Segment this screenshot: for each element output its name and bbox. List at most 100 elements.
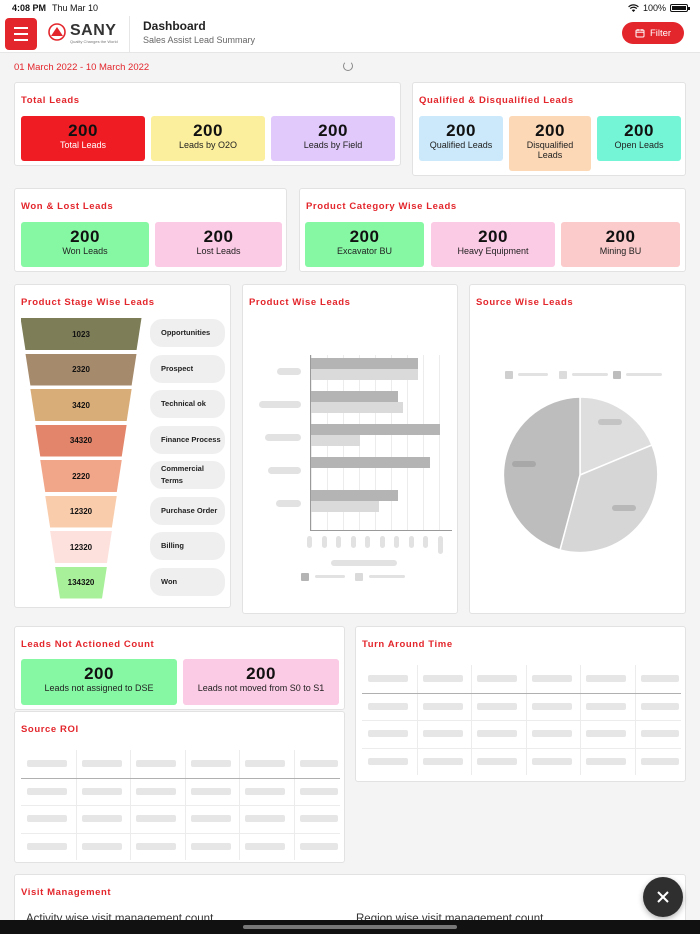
excavator-bu-tile[interactable]: 200 Excavator BU (305, 222, 424, 267)
table-cell-placeholder (299, 842, 338, 850)
source-roi-card: Source ROI (14, 711, 345, 863)
legend-placeholder (315, 575, 345, 578)
logo-tagline: Quality Changes the World (70, 39, 118, 44)
table-cell-placeholder (190, 842, 231, 850)
legend-swatch (355, 573, 363, 581)
axis-label-placeholder (277, 368, 301, 375)
tile-value: 200 (624, 121, 654, 140)
total-leads-card: Total Leads 200 Total Leads 200 Leads by… (14, 82, 401, 166)
funnel-layer[interactable]: 1023 (20, 318, 142, 350)
open-leads-tile[interactable]: 200 Open Leads (597, 116, 681, 161)
table-cell-placeholder (81, 787, 122, 795)
table-header-placeholder (245, 760, 285, 767)
tile-label: Mining BU (599, 246, 642, 256)
card-title: Product Stage Wise Leads (21, 297, 155, 308)
won-leads-tile[interactable]: 200 Won Leads (21, 222, 149, 267)
not-moved-s0-s1-tile[interactable]: 200 Leads not moved from S0 to S1 (183, 659, 339, 705)
card-title: Product Wise Leads (249, 297, 351, 308)
leads-by-field-tile[interactable]: 200 Leads by Field (271, 116, 395, 161)
legend-swatch (301, 573, 309, 581)
grid-line (407, 355, 408, 530)
loading-spinner-icon (343, 61, 353, 71)
pie-label-placeholder (598, 419, 622, 425)
axis-label-placeholder (268, 467, 301, 474)
source-pie-placeholder (502, 396, 659, 554)
filter-button[interactable]: Filter (622, 22, 684, 44)
funnel-layer[interactable]: 2320 (25, 353, 137, 386)
menu-line-icon (14, 33, 28, 35)
table-header-placeholder (299, 760, 338, 767)
total-leads-tile[interactable]: 200 Total Leads (21, 116, 145, 161)
table-cell-placeholder (245, 815, 285, 822)
table-header-placeholder (477, 675, 517, 682)
legend-swatch (559, 371, 567, 379)
close-fab-button[interactable] (643, 877, 683, 917)
tile-label: Heavy Equipment (457, 246, 529, 256)
funnel-layer[interactable]: 12320 (50, 531, 112, 563)
bar-placeholder (311, 457, 430, 468)
date-range[interactable]: 01 March 2022 - 10 March 2022 (14, 62, 150, 73)
bar-placeholder (311, 435, 360, 446)
tile-label: Leads by O2O (178, 140, 238, 150)
tile-value: 200 (605, 227, 636, 246)
sany-logo: SANY Quality Changes the World (48, 20, 122, 50)
table-header-placeholder (586, 675, 626, 682)
table-cell-placeholder (27, 815, 67, 822)
grid-line (423, 355, 424, 530)
axis-line (310, 355, 311, 530)
product-wise-card: Product Wise Leads (242, 284, 458, 614)
source-wise-card: Source Wise Leads (469, 284, 686, 614)
tile-value: 200 (246, 664, 276, 683)
status-date: Thu Mar 10 (52, 3, 99, 13)
tile-value: 200 (84, 664, 114, 683)
tile-label: Open Leads (614, 140, 664, 150)
qualified-leads-tile[interactable]: 200 Qualified Leads (419, 116, 503, 161)
legend-placeholder (626, 373, 662, 376)
mining-bu-tile[interactable]: 200 Mining BU (561, 222, 680, 267)
table-cell-placeholder (368, 757, 408, 765)
funnel-layer[interactable]: 134320 (55, 566, 107, 599)
axis-label-placeholder (259, 401, 301, 408)
funnel-layer[interactable]: 2220 (40, 460, 122, 492)
table-cell-placeholder (477, 757, 517, 765)
bar-placeholder (311, 369, 418, 380)
card-title: Won & Lost Leads (21, 201, 114, 212)
heavy-equipment-tile[interactable]: 200 Heavy Equipment (431, 222, 555, 267)
home-indicator[interactable] (243, 925, 457, 929)
funnel-layer[interactable]: 3420 (30, 389, 132, 421)
funnel-layer[interactable]: 12320 (45, 495, 117, 528)
bar-placeholder (311, 490, 398, 501)
table-cell-placeholder (27, 787, 67, 795)
table-header-placeholder (422, 675, 463, 682)
table-cell-placeholder (422, 702, 463, 710)
tile-value: 200 (203, 227, 234, 246)
tick-placeholder (408, 536, 414, 548)
tile-label: Excavator BU (336, 246, 393, 256)
table-header-divider (362, 692, 681, 694)
table-cell-placeholder (586, 757, 626, 765)
table-header-placeholder (368, 675, 408, 682)
pie-slice (559, 444, 659, 554)
table-cell-placeholder (586, 702, 626, 710)
table-header-placeholder (640, 675, 679, 682)
funnel-layer[interactable]: 34320 (35, 424, 127, 457)
lost-leads-tile[interactable]: 200 Lost Leads (155, 222, 282, 267)
disqualified-leads-tile[interactable]: 200 Disqualified Leads (509, 116, 591, 171)
stage-label: Purchase Order (150, 496, 225, 525)
table-cell-placeholder (81, 815, 122, 822)
bar-placeholder (311, 391, 398, 402)
sany-logo-icon (48, 23, 66, 41)
leads-by-o2o-tile[interactable]: 200 Leads by O2O (151, 116, 265, 161)
stage-label: Finance Process (150, 425, 225, 454)
table-cell-placeholder (136, 842, 176, 850)
not-assigned-dse-tile[interactable]: 200 Leads not assigned to DSE (21, 659, 177, 705)
table-cell-placeholder (299, 787, 338, 795)
stage-label: Technical ok (150, 390, 225, 418)
tile-value: 200 (70, 227, 100, 246)
card-title: Leads Not Actioned Count (21, 639, 155, 650)
pie-label-placeholder (612, 505, 636, 511)
tile-value: 200 (478, 227, 508, 246)
hamburger-menu-button[interactable] (5, 18, 37, 50)
tile-value: 200 (535, 121, 565, 140)
table-cell-placeholder (531, 702, 572, 710)
